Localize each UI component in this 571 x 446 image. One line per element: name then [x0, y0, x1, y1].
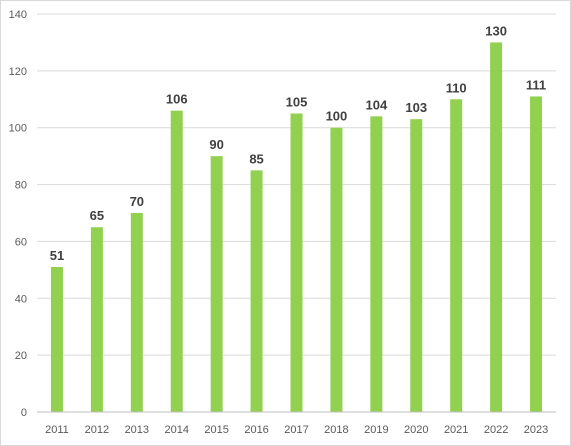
- y-tick-label: 20: [15, 350, 27, 362]
- bar-2011: [50, 267, 63, 412]
- bar-2012: [90, 227, 103, 412]
- bar-2018: [330, 127, 343, 412]
- x-axis-ticks: 2011 2012 2013 2014 2015 2016 2017 2018 2019 2020…: [45, 424, 548, 436]
- data-label-2012: 65: [90, 208, 104, 223]
- data-labels: 51 65 70 106 90 85 105 100 104 103 110 130 111: [50, 23, 546, 263]
- data-label-2018: 100: [326, 109, 348, 124]
- y-axis-ticks: 0 20 40 60 80 100 120 140: [9, 9, 27, 419]
- data-label-2019: 104: [365, 97, 387, 112]
- x-tick-label: 2012: [85, 424, 109, 436]
- bar-2016: [250, 170, 263, 412]
- bar-2013: [130, 213, 143, 412]
- y-tick-label: 120: [9, 66, 27, 78]
- bar-2015: [210, 156, 223, 412]
- x-tick-label: 2022: [484, 424, 508, 436]
- x-tick-label: 2015: [204, 424, 228, 436]
- bars: [50, 42, 543, 413]
- x-tick-label: 2013: [125, 424, 149, 436]
- y-tick-label: 80: [15, 180, 27, 192]
- data-label-2023: 111: [526, 77, 546, 92]
- data-label-2022: 130: [485, 23, 507, 38]
- y-tick-label: 60: [15, 236, 27, 248]
- x-tick-label: 2018: [324, 424, 348, 436]
- x-tick-label: 2016: [244, 424, 268, 436]
- y-tick-label: 100: [9, 123, 27, 135]
- x-tick-label: 2011: [45, 424, 69, 436]
- bar-2020: [410, 119, 423, 412]
- data-label-2015: 90: [209, 137, 223, 152]
- data-label-2014: 106: [166, 92, 188, 107]
- bar-2019: [370, 116, 383, 412]
- y-tick-label: 40: [15, 293, 27, 305]
- y-tick-label: 140: [9, 9, 27, 21]
- data-label-2016: 85: [249, 151, 263, 166]
- data-label-2017: 105: [286, 95, 308, 110]
- bar-2023: [530, 96, 543, 412]
- x-tick-label: 2020: [404, 424, 428, 436]
- x-tick-label: 2017: [284, 424, 308, 436]
- data-label-2011: 51: [50, 248, 64, 263]
- bar-2014: [170, 110, 183, 413]
- data-label-2013: 70: [130, 194, 144, 209]
- x-tick-label: 2021: [444, 424, 468, 436]
- x-tick-label: 2014: [164, 424, 188, 436]
- bar-2022: [490, 42, 503, 413]
- x-tick-label: 2019: [364, 424, 388, 436]
- data-label-2021: 110: [446, 80, 467, 95]
- bar-2021: [450, 99, 463, 413]
- y-tick-label: 0: [21, 407, 27, 419]
- bar-2017: [290, 113, 303, 412]
- data-label-2020: 103: [405, 100, 427, 115]
- x-tick-label: 2023: [524, 424, 548, 436]
